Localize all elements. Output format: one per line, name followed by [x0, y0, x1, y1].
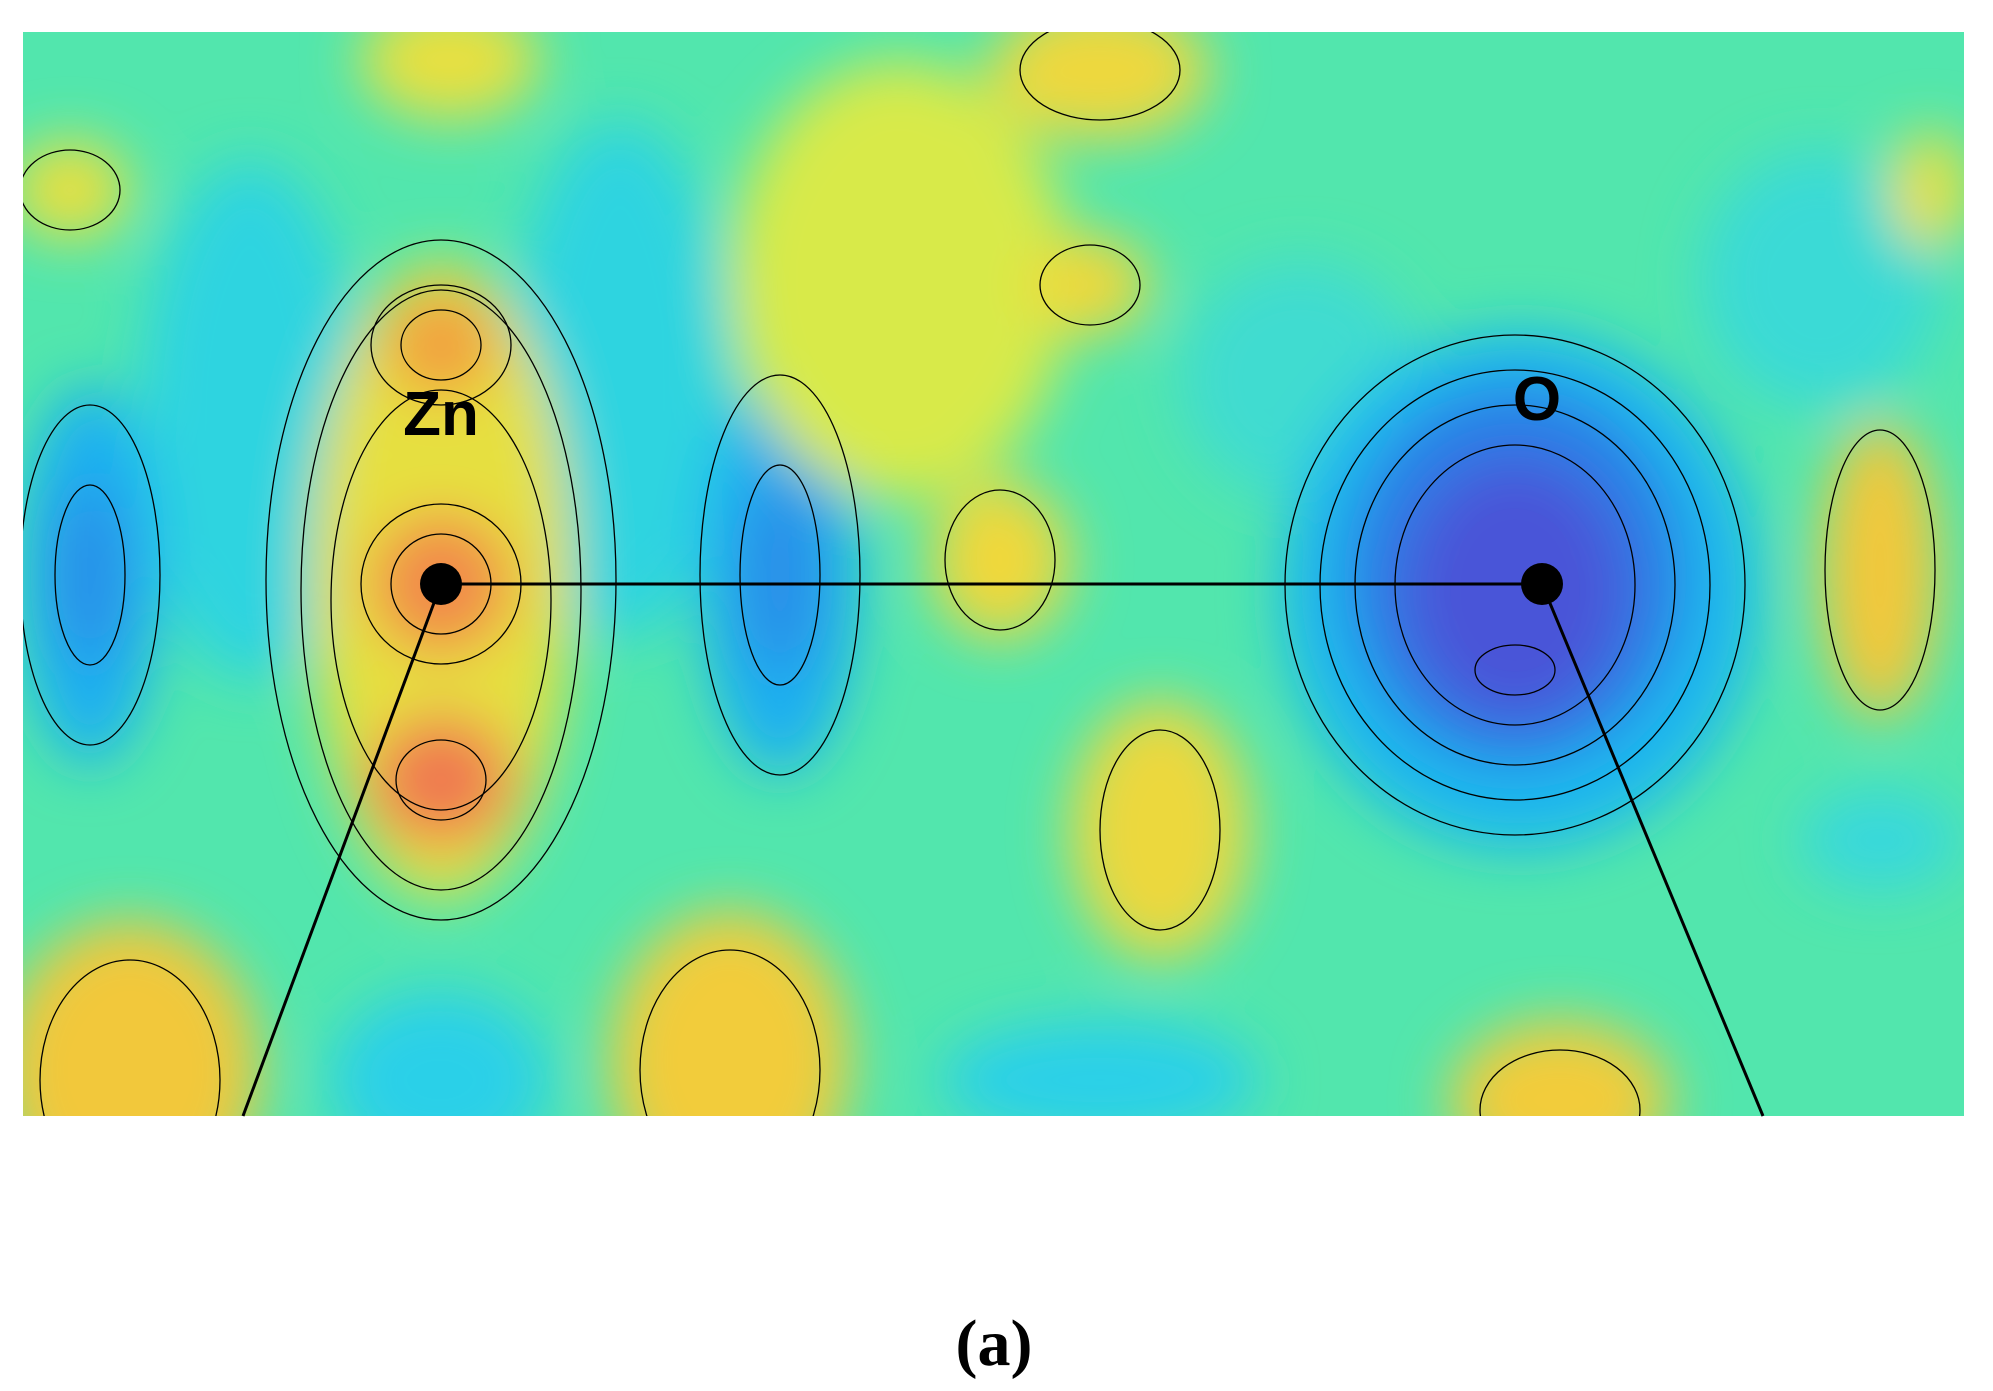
atom-zn	[420, 563, 462, 605]
atom-label: Zn	[403, 380, 479, 449]
caption: (a)	[956, 1307, 1033, 1380]
atom-o	[1521, 563, 1563, 605]
bonds	[241, 582, 1765, 1117]
atom-label: O	[1513, 365, 1561, 434]
density-map	[23, 32, 1964, 1116]
